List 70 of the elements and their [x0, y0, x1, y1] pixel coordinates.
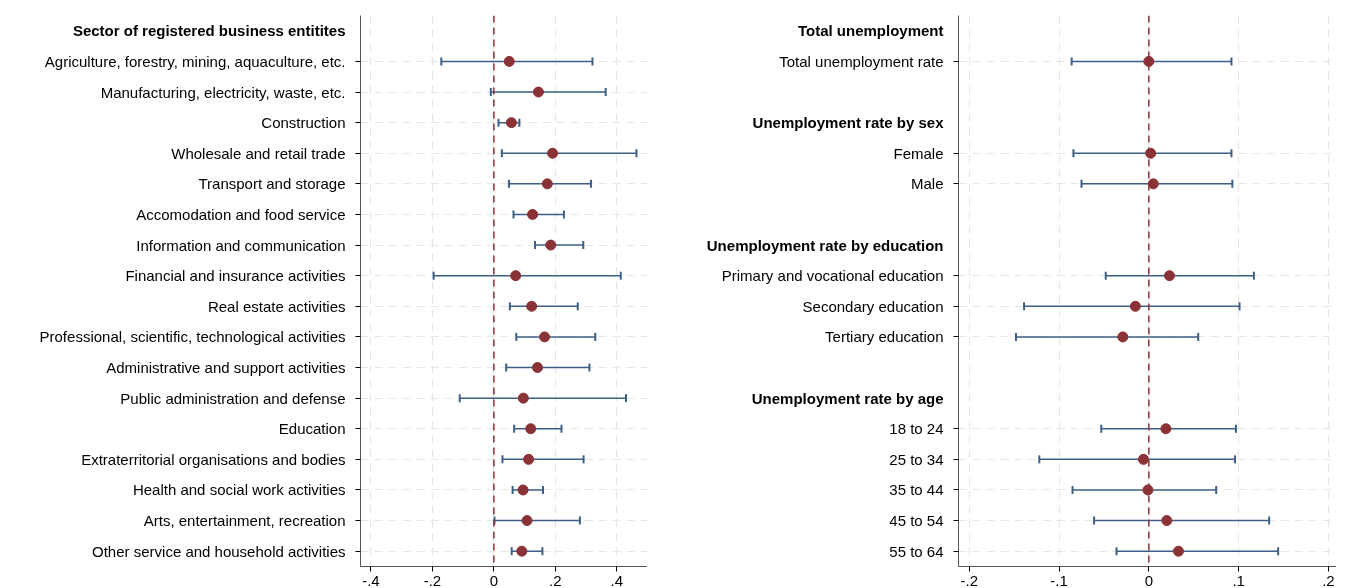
point [1137, 453, 1149, 465]
y-tick-label: 25 to 34 [889, 450, 944, 468]
x-tick-label: -.1 [1050, 571, 1068, 588]
y-tick-label: Sector of registered business entitites [72, 22, 346, 40]
x-tick-label: -.4 [362, 571, 380, 588]
point [1164, 270, 1175, 282]
point [505, 117, 517, 129]
point [517, 484, 529, 496]
x-tick-label: .1 [1232, 571, 1245, 588]
point [521, 515, 533, 527]
x-tick-label: -.2 [960, 571, 979, 588]
x-tick-label: 0 [1144, 571, 1154, 588]
y-tick-label: Construction [261, 114, 346, 132]
point [526, 300, 538, 312]
y-tick-label: Financial and insurance activities [125, 267, 346, 285]
point [539, 331, 551, 343]
point [1172, 545, 1184, 557]
y-tick-label: Health and social work activities [132, 481, 346, 499]
x-tick-label: .2 [1322, 571, 1335, 588]
y-tick-label: Unemployment rate by sex [752, 114, 945, 132]
x-tick-label: .2 [549, 571, 562, 588]
point [1143, 55, 1155, 67]
point [545, 239, 557, 251]
y-tick-label: Extraterritorial organisations and bodies [81, 450, 346, 468]
point [510, 270, 522, 282]
y-tick-label: Female [893, 144, 944, 162]
y-tick-label: Administrative and support activities [106, 359, 346, 377]
y-tick-label: 18 to 24 [889, 420, 944, 438]
y-tick-label: Education [278, 420, 346, 438]
x-tick-label: .4 [610, 571, 624, 588]
point [523, 453, 535, 465]
point [532, 86, 544, 98]
y-tick-label: Information and communication [136, 236, 346, 254]
point [517, 392, 529, 404]
point [516, 545, 528, 557]
x-tick-label: -.2 [423, 571, 442, 588]
point [1161, 515, 1173, 527]
y-tick-label: 35 to 44 [889, 481, 944, 499]
y-tick-label: 55 to 64 [889, 542, 944, 560]
y-tick-label: Tertiary education [825, 328, 944, 346]
y-tick-label: Accomodation and food service [136, 205, 346, 223]
y-tick-label: Transport and storage [198, 175, 346, 193]
point [1160, 423, 1172, 435]
y-tick-label: Unemployment rate by education [706, 236, 944, 254]
y-tick-label: Wholesale and retail trade [171, 144, 346, 162]
y-tick-label: Secondary education [802, 297, 944, 315]
point [531, 362, 543, 374]
point [1117, 331, 1129, 343]
y-tick-label: Unemployment rate by age [751, 389, 944, 407]
point [547, 147, 559, 159]
y-tick-label: Primary and vocational education [721, 267, 944, 285]
y-tick-label: Arts, entertainment, recreation [143, 512, 346, 530]
point [541, 178, 553, 190]
y-tick-label: Agriculture, forestry, mining, aquaculture, etc. [44, 52, 346, 70]
point [525, 423, 537, 435]
x-tick-label: 0 [489, 571, 499, 588]
y-tick-label: Manufacturing, electricity, waste, etc. [100, 83, 346, 101]
point [527, 208, 539, 220]
y-tick-label: Male [910, 175, 944, 193]
y-tick-label: Public administration and defense [120, 389, 346, 407]
y-tick-label: Professional, scientific, technological activities [39, 328, 346, 346]
point [503, 55, 515, 67]
y-tick-label: 45 to 54 [889, 512, 944, 530]
y-tick-label: Other service and household activities [92, 542, 346, 560]
y-tick-label: Total unemployment [797, 22, 944, 40]
y-tick-label: Real estate activities [207, 297, 346, 315]
y-tick-label: Total unemployment rate [779, 52, 944, 70]
point [1129, 300, 1141, 312]
point [1147, 178, 1159, 190]
point [1145, 147, 1157, 159]
